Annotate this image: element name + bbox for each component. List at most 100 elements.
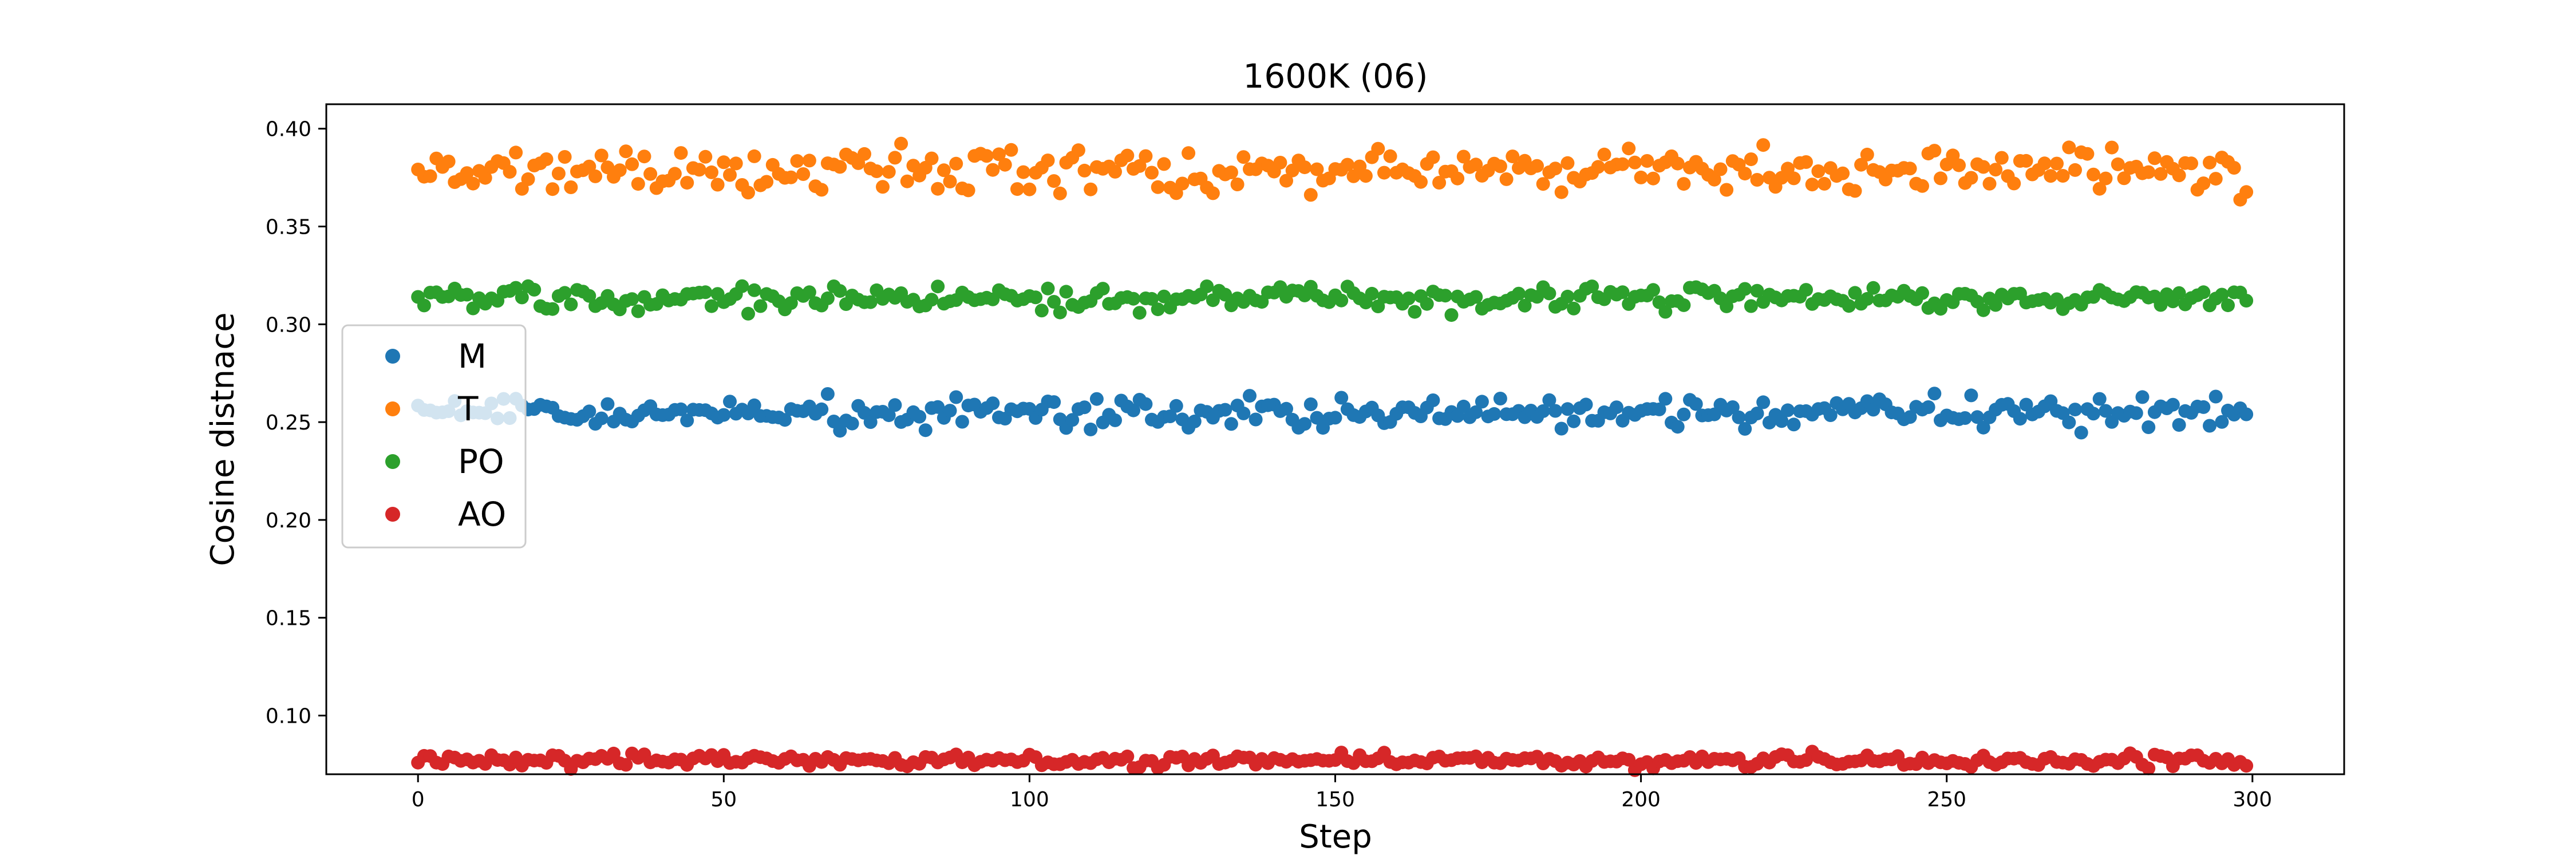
data-point (1964, 388, 1978, 403)
data-point (820, 291, 835, 305)
data-point (558, 286, 572, 300)
data-point (747, 398, 761, 412)
data-point (1738, 421, 1752, 436)
data-point (698, 149, 713, 164)
data-point (1328, 411, 1342, 425)
data-point (1224, 166, 1238, 179)
legend-label: T (457, 389, 479, 428)
data-point (2196, 400, 2211, 414)
data-point (1456, 149, 1471, 164)
data-point (1285, 163, 1299, 178)
legend-marker (385, 349, 400, 364)
data-point (1469, 157, 1483, 172)
data-point (931, 400, 945, 414)
data-point (1860, 291, 1874, 306)
data-point (521, 172, 535, 186)
y-tick-label: 0.25 (266, 411, 311, 435)
data-point (2013, 412, 2027, 426)
data-point (858, 147, 871, 161)
data-point (924, 293, 939, 307)
data-point (2050, 292, 2064, 306)
data-point (2184, 156, 2198, 171)
data-point (527, 282, 542, 297)
data-point (2142, 761, 2156, 775)
data-point (1615, 157, 1630, 171)
data-point (1634, 170, 1648, 184)
data-point (1303, 397, 1318, 411)
data-point (2050, 156, 2064, 171)
data-point (582, 159, 596, 174)
data-point (1560, 289, 1575, 304)
data-point (1713, 162, 1728, 176)
data-point (1976, 303, 1990, 317)
data-point (1787, 171, 1801, 186)
data-point (1279, 401, 1293, 416)
data-point (1096, 282, 1110, 296)
data-point (833, 160, 847, 174)
x-tick-label: 0 (412, 788, 425, 811)
data-point (423, 169, 437, 183)
data-point (955, 415, 969, 429)
data-point (1787, 417, 1801, 432)
data-point (1658, 305, 1673, 319)
data-point (1848, 184, 1862, 198)
data-point (631, 304, 645, 318)
data-point (460, 166, 474, 180)
data-point (1976, 160, 1990, 174)
data-point (1236, 150, 1251, 164)
data-point (1842, 299, 1856, 313)
data-point (1744, 152, 1758, 167)
data-point (943, 175, 957, 188)
data-point (1640, 154, 1654, 168)
data-point (2068, 403, 2082, 417)
data-point (1622, 752, 1636, 767)
data-point (1346, 169, 1361, 183)
data-point (1591, 160, 1605, 174)
data-point (1475, 395, 1489, 409)
data-point (949, 156, 963, 171)
data-point (1725, 400, 1740, 414)
data-point (1151, 302, 1165, 317)
data-point (1756, 395, 1771, 409)
data-point (1089, 392, 1104, 406)
data-point (1627, 155, 1642, 170)
data-point (1609, 400, 1623, 415)
y-tick-label: 0.10 (266, 705, 311, 728)
data-point (2117, 171, 2131, 186)
data-point (637, 149, 651, 164)
data-point (1848, 286, 1862, 300)
chart-title: 1600K (06) (1243, 57, 1428, 96)
data-point (1989, 163, 2003, 177)
data-point (619, 144, 633, 159)
data-point (1224, 417, 1238, 431)
data-point (515, 290, 529, 305)
data-point (1077, 163, 1092, 178)
data-point (1273, 156, 1287, 170)
data-point (1408, 305, 1422, 319)
data-point (460, 287, 474, 302)
data-point (667, 167, 682, 181)
series-po (411, 279, 2254, 322)
data-point (1163, 409, 1178, 423)
data-point (1310, 162, 1324, 176)
data-point (1542, 393, 1556, 407)
legend: MT PO AO (341, 324, 527, 549)
data-point (1750, 407, 1764, 420)
data-point (2056, 169, 2070, 183)
legend-marker (385, 507, 400, 522)
data-point (1615, 285, 1630, 300)
data-point (741, 306, 755, 321)
data-point (1249, 412, 1263, 427)
data-point (1432, 176, 1447, 190)
data-point (1952, 158, 1966, 172)
data-point (1157, 289, 1171, 304)
x-tick-label: 150 (1315, 788, 1355, 811)
data-point (1970, 410, 1985, 424)
data-point (1903, 161, 1917, 176)
data-point (2099, 171, 2113, 186)
data-point (949, 390, 963, 404)
data-points (411, 136, 2254, 777)
data-point (1964, 171, 1978, 185)
data-point (760, 175, 774, 189)
legend-label: AO (458, 495, 506, 534)
